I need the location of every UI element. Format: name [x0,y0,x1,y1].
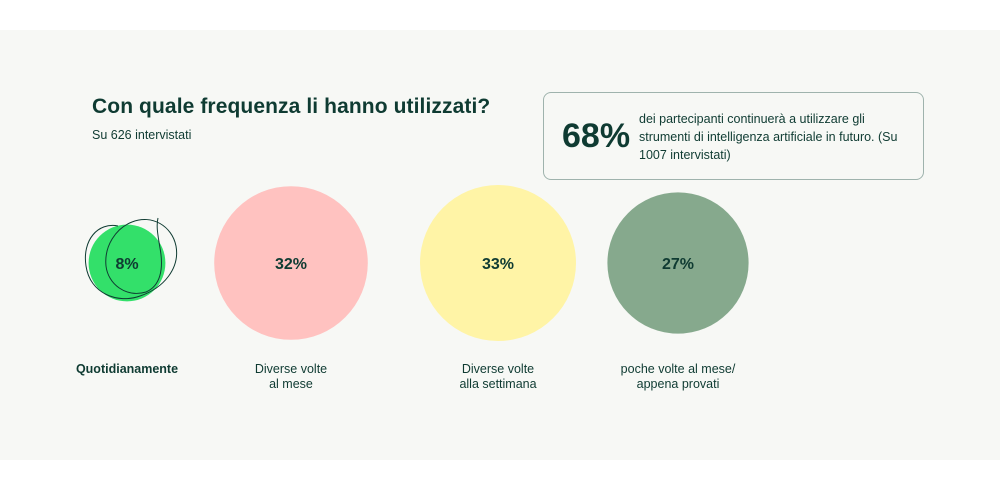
callout-box: 68% dei partecipanti continuerà a utiliz… [543,92,924,180]
bubble [607,192,749,334]
bubble [88,224,166,302]
bubble-value-label: 8% [115,256,138,273]
category-label: poche volte al mese/appena provati [620,362,736,391]
bubble-value-label: 27% [662,256,694,273]
scribble-decoration [84,217,178,300]
bubble [214,186,368,340]
chart-subtitle: Su 626 intervistati [92,128,192,142]
bubble-value-label: 33% [482,256,514,273]
bubble [420,185,576,341]
callout-text: dei partecipanti continuerà a utilizzare… [639,112,898,162]
category-label: Diverse volte al mese [254,362,328,391]
category-label: Quotidianamente [75,362,179,376]
callout-value: 68% [562,117,631,155]
category-label: Diverse volte alla settimana [459,362,537,391]
bubble-value-label: 32% [275,256,307,273]
chart-title: Con quale frequenza li hanno utilizzati? [92,95,491,118]
